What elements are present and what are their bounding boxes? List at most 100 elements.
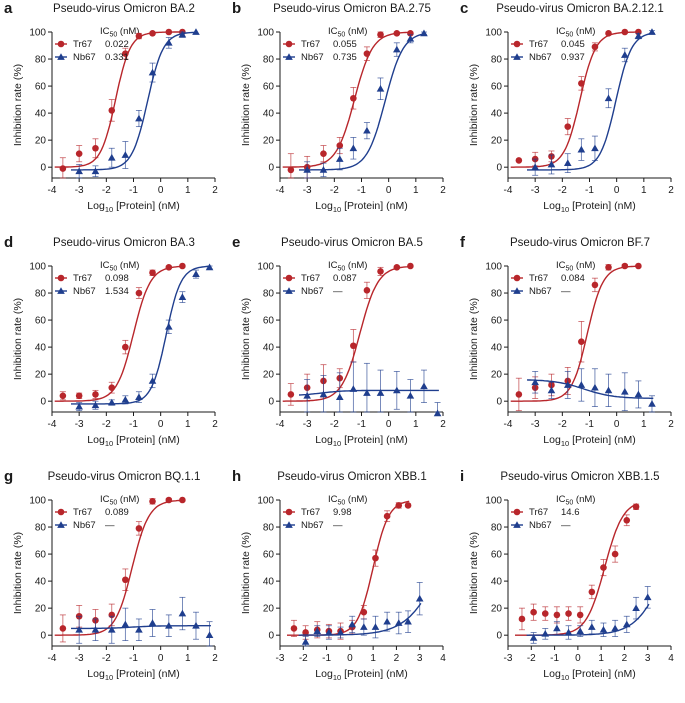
legend-label: Nb67: [73, 286, 96, 297]
data-point: [75, 625, 83, 633]
data-point: [648, 400, 656, 407]
data-point: [553, 624, 561, 632]
y-tick-label: 100: [257, 496, 274, 507]
data-point: [335, 393, 344, 400]
data-point: [121, 620, 130, 628]
x-tick-label: -3: [75, 653, 84, 664]
chart-svg: 0 20 40 60 80 100 -3 -2 -1 0 1 2 3 4 Inhibition rate (…: [468, 494, 674, 682]
data-point: [578, 338, 585, 346]
fit-curve: [527, 32, 654, 171]
data-point: [325, 628, 333, 636]
data-point: [91, 401, 100, 409]
y-axis-label: Inhibition rate (%): [12, 64, 24, 146]
data-point: [591, 144, 599, 152]
legend-ic50-value: 0.084: [561, 273, 585, 284]
data-point: [420, 29, 428, 37]
chart-svg: 0 20 40 60 80 100 -4 -3 -2 -1 0 1 2 Inhibition rate (…: [12, 26, 218, 214]
y-tick-label: 0: [40, 163, 46, 174]
legend-marker: [285, 521, 293, 528]
x-tick-label: 1: [185, 419, 191, 430]
data-point: [576, 627, 584, 634]
legend-ic50-value: —: [333, 520, 343, 531]
y-tick-label: 40: [35, 343, 47, 354]
legend-marker: [513, 274, 521, 282]
x-tick-label: -3: [504, 653, 513, 664]
data-point: [406, 34, 415, 42]
x-tick-label: -1: [585, 185, 594, 196]
x-axis-label: Log10 [Protein] (nM): [543, 200, 635, 214]
x-tick-label: 2: [212, 653, 218, 664]
data-point: [622, 620, 631, 628]
x-tick-label: 2: [668, 419, 674, 430]
data-point: [75, 402, 83, 410]
data-point: [59, 625, 67, 632]
data-point: [518, 615, 526, 623]
y-tick-label: 100: [485, 262, 502, 273]
data-point: [121, 151, 130, 158]
legend-label: Nb67: [73, 52, 96, 63]
data-point: [320, 150, 327, 157]
legend-label: Nb67: [529, 52, 552, 63]
series-nb67: [527, 28, 656, 176]
data-point: [107, 398, 116, 406]
legend-marker: [513, 508, 521, 516]
data-point: [383, 617, 391, 625]
data-point: [541, 610, 549, 617]
y-tick-label: 60: [491, 316, 503, 327]
data-point: [319, 166, 328, 173]
chart-svg: 0 20 40 60 80 100 -4 -3 -2 -1 0 1 2 Inhibition rate (…: [468, 26, 674, 214]
x-tick-label: -4: [48, 185, 57, 196]
data-point: [515, 391, 523, 398]
chart-panel-a: a Pseudo-virus Omicron BA.2 0 20 40 60 80 100 -4…: [0, 0, 228, 234]
y-axis-label: Inhibition rate (%): [468, 64, 480, 146]
data-point: [75, 167, 83, 175]
fit-curve: [54, 31, 184, 168]
legend-ic50-value: —: [333, 286, 343, 297]
legend-ic50-value: 0.087: [333, 273, 357, 284]
legend-ic50-value: 0.045: [561, 39, 585, 50]
y-tick-label: 40: [35, 577, 47, 588]
data-point: [179, 262, 186, 270]
data-point: [349, 144, 358, 152]
x-tick-label: -3: [75, 419, 84, 430]
data-point: [600, 564, 607, 571]
data-point: [406, 391, 415, 399]
legend-header: IC50 (nM): [556, 26, 595, 39]
data-point: [415, 594, 424, 602]
series-nb67: [298, 361, 442, 417]
data-point: [634, 32, 643, 39]
y-tick-label: 60: [491, 550, 503, 561]
series-nb67: [71, 596, 214, 647]
x-axis-label: Log10 [Protein] (nM): [543, 434, 635, 448]
data-point: [632, 604, 640, 611]
x-tick-label: -4: [504, 419, 513, 430]
data-point: [530, 608, 537, 616]
data-point: [634, 390, 643, 398]
legend-label: Nb67: [301, 520, 324, 531]
y-tick-label: 60: [263, 82, 275, 93]
legend-label: Tr67: [301, 507, 320, 518]
data-point: [604, 386, 613, 394]
legend-marker: [513, 521, 521, 528]
data-point: [420, 382, 428, 390]
chart-panel-c: c Pseudo-virus Omicron BA.2.12.1 0 20 40 60 80…: [456, 0, 684, 234]
x-tick-label: -4: [48, 419, 57, 430]
series-tr67: [515, 503, 640, 636]
chart-panel-i: i Pseudo-virus Omicron XBB.1.5 0 20 40 60 80 10…: [456, 468, 684, 702]
x-tick-label: 1: [185, 185, 191, 196]
data-point: [621, 28, 629, 36]
legend-label: Nb67: [529, 520, 552, 531]
data-point: [149, 269, 156, 277]
data-point: [122, 343, 129, 351]
legend-ic50-value: 0.089: [105, 507, 129, 518]
y-tick-label: 0: [268, 397, 274, 408]
data-point: [531, 378, 539, 386]
chart-panel-b: b Pseudo-virus Omicron BA.2.75 0 20 40 60 80 10…: [228, 0, 456, 234]
data-point: [648, 28, 656, 35]
legend-label: Nb67: [529, 286, 552, 297]
y-tick-label: 40: [35, 109, 47, 120]
legend-header: IC50 (nM): [328, 494, 367, 507]
data-point: [393, 264, 401, 271]
x-axis-label: Log10 [Protein] (nM): [87, 434, 179, 448]
data-point: [75, 150, 83, 157]
